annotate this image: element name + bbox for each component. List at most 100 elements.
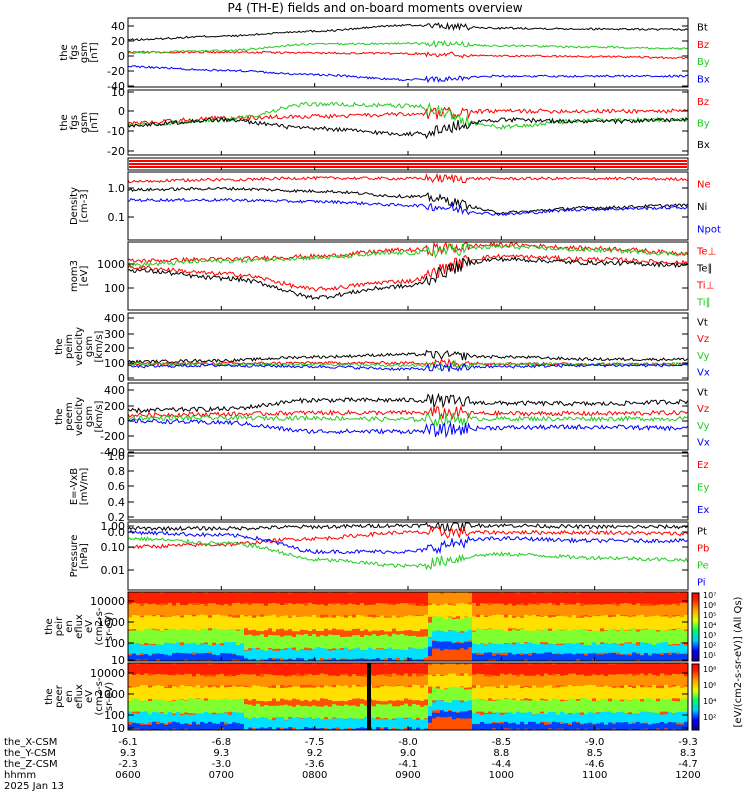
ion-spectrum-cell	[596, 604, 600, 616]
y-tick-label: 1000	[97, 616, 125, 629]
electron-spectrum-cell	[504, 687, 508, 699]
electron-spectrum-cell	[352, 684, 356, 699]
ion-spectrum-cell	[432, 631, 436, 641]
ion-spectrum-cell	[684, 645, 688, 654]
electron-spectrum-cell	[244, 674, 248, 686]
ion-spectrum-cell	[172, 592, 176, 605]
electron-spectrum-cell	[520, 700, 524, 714]
electron-spectrum-cell	[140, 711, 144, 724]
electron-spectrum-cell	[600, 722, 604, 730]
electron-spectrum-cell	[520, 663, 524, 677]
ion-spectrum-cell	[400, 633, 404, 651]
ion-spectrum-cell	[368, 647, 372, 660]
ion-spectrum-cell	[628, 655, 632, 661]
ion-spectrum-cell	[436, 616, 440, 632]
electron-spectrum-cell	[204, 676, 208, 687]
ion-spectrum-cell	[372, 592, 376, 604]
electron-spectrum-cell	[616, 699, 620, 714]
electron-spectrum-cell	[332, 704, 336, 718]
ion-spectrum-cell	[276, 658, 280, 661]
ion-spectrum-cell	[536, 592, 540, 603]
electron-spectrum-cell	[228, 699, 232, 712]
ion-spectrum-cell	[644, 652, 648, 661]
ion-spectrum-cell	[576, 593, 580, 606]
electron-spectrum-cell	[416, 727, 420, 730]
axis-z-value: -4.6	[585, 759, 605, 770]
ion-spectrum-cell	[160, 644, 164, 655]
series-fgs_dsl-By	[127, 101, 688, 130]
ion-spectrum-cell	[148, 655, 152, 661]
ion-spectrum-cell	[364, 649, 368, 659]
electron-spectrum-cell	[236, 674, 240, 686]
electron-spectrum-cell	[332, 663, 336, 676]
electron-spectrum-cell	[532, 699, 536, 715]
ion-spectrum-cell	[336, 615, 340, 630]
ion-spectrum-cell	[268, 634, 272, 649]
ion-spectrum-cell	[580, 653, 584, 661]
electron-spectrum-cell	[500, 663, 504, 675]
electron-spectrum-cell	[260, 663, 264, 674]
electron-spectrum-cell	[472, 687, 476, 701]
electron-spectrum-cell	[476, 664, 480, 675]
ion-spectrum-cell	[476, 628, 480, 645]
electron-spectrum-cell	[564, 663, 568, 676]
electron-spectrum-cell	[528, 700, 532, 714]
legend-density-1: Ni	[697, 202, 707, 213]
ion-spectrum-cell	[568, 630, 572, 646]
ion-spectrum-cell	[332, 650, 336, 660]
ion-spectrum-cell	[680, 602, 684, 618]
axis-y-value: 8.8	[493, 748, 509, 759]
ion-spectrum-cell	[476, 644, 480, 653]
ion-spectrum-cell	[616, 592, 620, 605]
ion-spectrum-cell	[680, 653, 684, 660]
electron-spectrum-cell	[656, 713, 660, 725]
ion-spectrum-cell	[328, 634, 332, 650]
series-fgs_gsm-By	[127, 39, 688, 55]
electron-spectrum-cell	[456, 687, 460, 701]
electron-spectrum-cell	[640, 663, 644, 676]
ion-spectrum-cell	[652, 629, 656, 646]
ion-spectrum-cell	[172, 628, 176, 644]
ion-spectrum-cell	[176, 630, 180, 644]
electron-spectrum-cell	[384, 719, 388, 730]
series-temperature-Te⊥	[127, 253, 688, 292]
electron-spectrum-cell	[380, 704, 384, 719]
electron-spectrum-cell	[656, 688, 660, 699]
electron-spectrum-cell	[360, 727, 364, 730]
electron-spectrum-cell	[460, 663, 464, 674]
ion-spectrum-cell	[248, 650, 252, 660]
ion-spectrum-cell	[676, 593, 680, 604]
ion-spectrum-cell	[540, 616, 544, 631]
ion-spectrum-cell	[148, 615, 152, 631]
ion-spectrum-cell	[400, 603, 404, 618]
electron-spectrum-cell	[156, 685, 160, 702]
electron-spectrum-cell	[668, 712, 672, 722]
electron-spectrum-cell	[632, 698, 636, 715]
ion-spectrum-cell	[380, 603, 384, 617]
ion-spectrum-cell	[260, 616, 264, 632]
ion-spectrum-cell	[520, 604, 524, 617]
electron-spectrum-cell	[572, 713, 576, 724]
colorbar-tick: 10²	[703, 713, 716, 722]
y-axis-label: (cm2-s-	[94, 677, 105, 715]
ion-spectrum-cell	[132, 592, 136, 604]
axis-x-value: -6.8	[212, 737, 232, 748]
electron-spectrum-cell	[628, 723, 632, 729]
electron-spectrum-cell	[552, 721, 556, 730]
electron-spectrum-cell	[488, 686, 492, 699]
ion-spectrum-cell	[604, 630, 608, 643]
series-pressure-Pt	[127, 522, 688, 532]
ion-spectrum-cell	[508, 592, 512, 603]
ion-spectrum-cell	[504, 617, 508, 632]
axis-x-value: -7.5	[305, 737, 325, 748]
ion-spectrum-cell	[684, 603, 688, 617]
electron-spectrum-cell	[340, 663, 344, 675]
electron-spectrum-cell	[308, 674, 312, 685]
electron-spectrum-cell	[260, 676, 264, 688]
electron-spectrum-cell	[600, 663, 604, 674]
ion-spectrum-cell	[176, 615, 180, 631]
ion-spectrum-cell	[316, 592, 320, 606]
y-tick-label: 0.6	[108, 480, 126, 493]
electron-spectrum-cell	[576, 722, 580, 729]
electron-spectrum-cell	[248, 727, 252, 730]
